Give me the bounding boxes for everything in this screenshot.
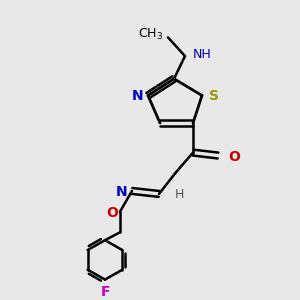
Text: NH: NH <box>193 48 212 61</box>
Text: N: N <box>116 185 128 199</box>
Text: H: H <box>175 188 184 201</box>
Text: N: N <box>132 89 144 103</box>
Text: O: O <box>106 206 118 220</box>
Text: CH$_3$: CH$_3$ <box>138 27 163 42</box>
Text: O: O <box>228 149 240 164</box>
Text: F: F <box>100 285 110 299</box>
Text: S: S <box>209 89 219 103</box>
